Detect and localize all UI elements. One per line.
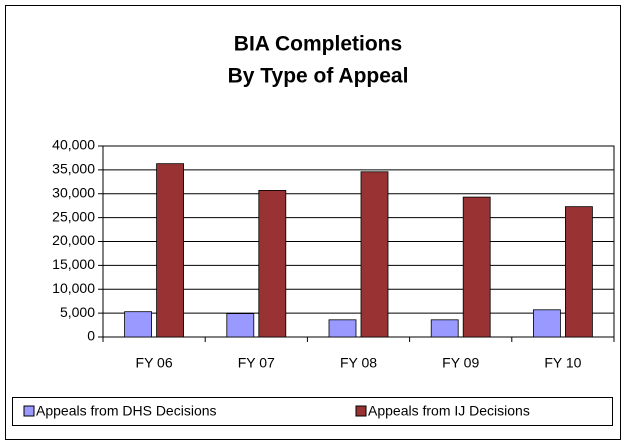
x-tick-label: FY 06 <box>136 355 173 371</box>
y-tick-label: 35,000 <box>52 161 95 177</box>
bar <box>430 319 459 338</box>
legend-label: Appeals from DHS Decisions <box>36 403 217 419</box>
y-tick-label: 20,000 <box>52 232 95 248</box>
bar <box>328 319 357 338</box>
bar <box>462 196 491 338</box>
y-tick-label: 30,000 <box>52 184 95 200</box>
x-tick-label: FY 10 <box>544 355 581 371</box>
chart-subtitle: By Type of Appeal <box>228 65 409 88</box>
bar <box>360 171 389 338</box>
legend-swatch <box>355 405 367 417</box>
y-tick-label: 10,000 <box>52 280 95 296</box>
bar <box>258 190 287 338</box>
legend-box <box>12 397 613 426</box>
x-tick-label: FY 07 <box>238 355 275 371</box>
bar <box>226 313 255 338</box>
y-tick-label: 15,000 <box>52 256 95 272</box>
chart-title: BIA Completions <box>234 33 402 56</box>
legend-label: Appeals from IJ Decisions <box>368 403 530 419</box>
bar <box>533 309 561 338</box>
y-tick-label: 25,000 <box>52 208 95 224</box>
y-tick-label: 0 <box>87 328 95 344</box>
bar <box>124 311 152 338</box>
bar <box>565 206 593 338</box>
x-tick-label: FY 08 <box>340 355 377 371</box>
y-tick-label: 5,000 <box>60 304 95 320</box>
legend-swatch <box>23 405 35 417</box>
y-tick-label: 40,000 <box>52 137 95 153</box>
bar <box>156 163 185 338</box>
x-tick-label: FY 09 <box>442 355 479 371</box>
